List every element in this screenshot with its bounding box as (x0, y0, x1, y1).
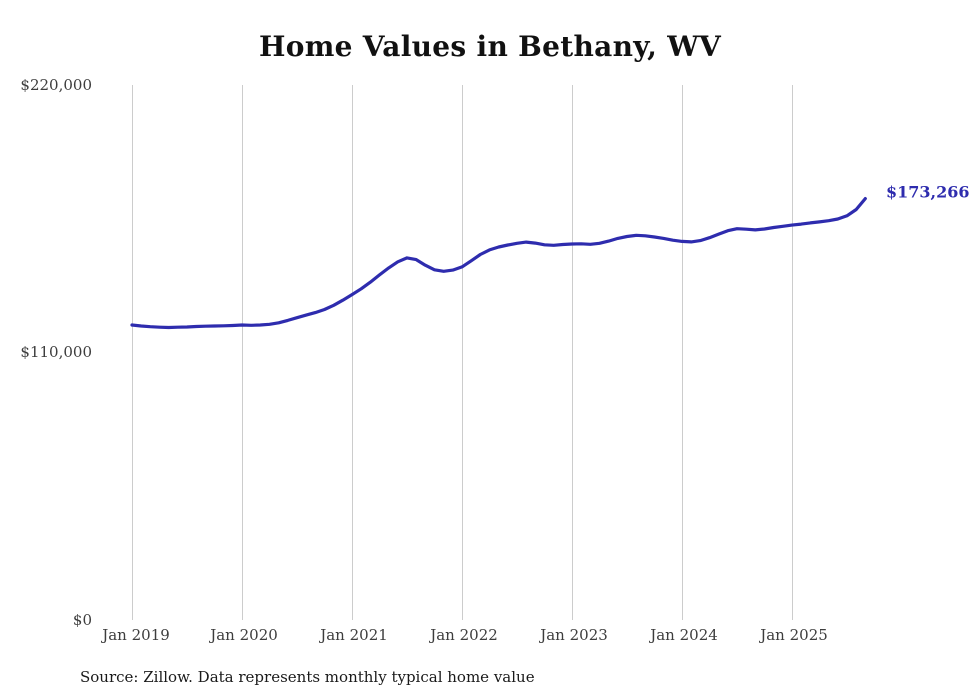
home-value-line (130, 197, 867, 330)
x-tick-jan-2022: Jan 2022 (430, 626, 498, 644)
gridline-jan-2021 (352, 85, 353, 620)
source-note: Source: Zillow. Data represents monthly … (80, 668, 535, 686)
x-tick-jan-2024: Jan 2024 (650, 626, 718, 644)
x-tick-jan-2019: Jan 2019 (102, 626, 170, 644)
x-tick-jan-2025: Jan 2025 (760, 626, 828, 644)
gridline-jan-2019 (132, 85, 133, 620)
chart-title: Home Values in Bethany, WV (258, 30, 721, 63)
gridline-jan-2022 (462, 85, 463, 620)
gridline-jan-2025 (792, 85, 793, 620)
x-tick-jan-2020: Jan 2020 (210, 626, 278, 644)
gridline-jan-2024 (682, 85, 683, 620)
gridline-jan-2020 (242, 85, 243, 620)
gridline-jan-2023 (572, 85, 573, 620)
y-tick-220000: $220,000 (20, 76, 92, 94)
y-tick-110000: $110,000 (20, 343, 92, 361)
y-tick-0: $0 (72, 611, 92, 629)
latest-value-label: $173,266 (886, 182, 970, 202)
x-tick-jan-2021: Jan 2021 (320, 626, 388, 644)
x-tick-jan-2023: Jan 2023 (540, 626, 608, 644)
